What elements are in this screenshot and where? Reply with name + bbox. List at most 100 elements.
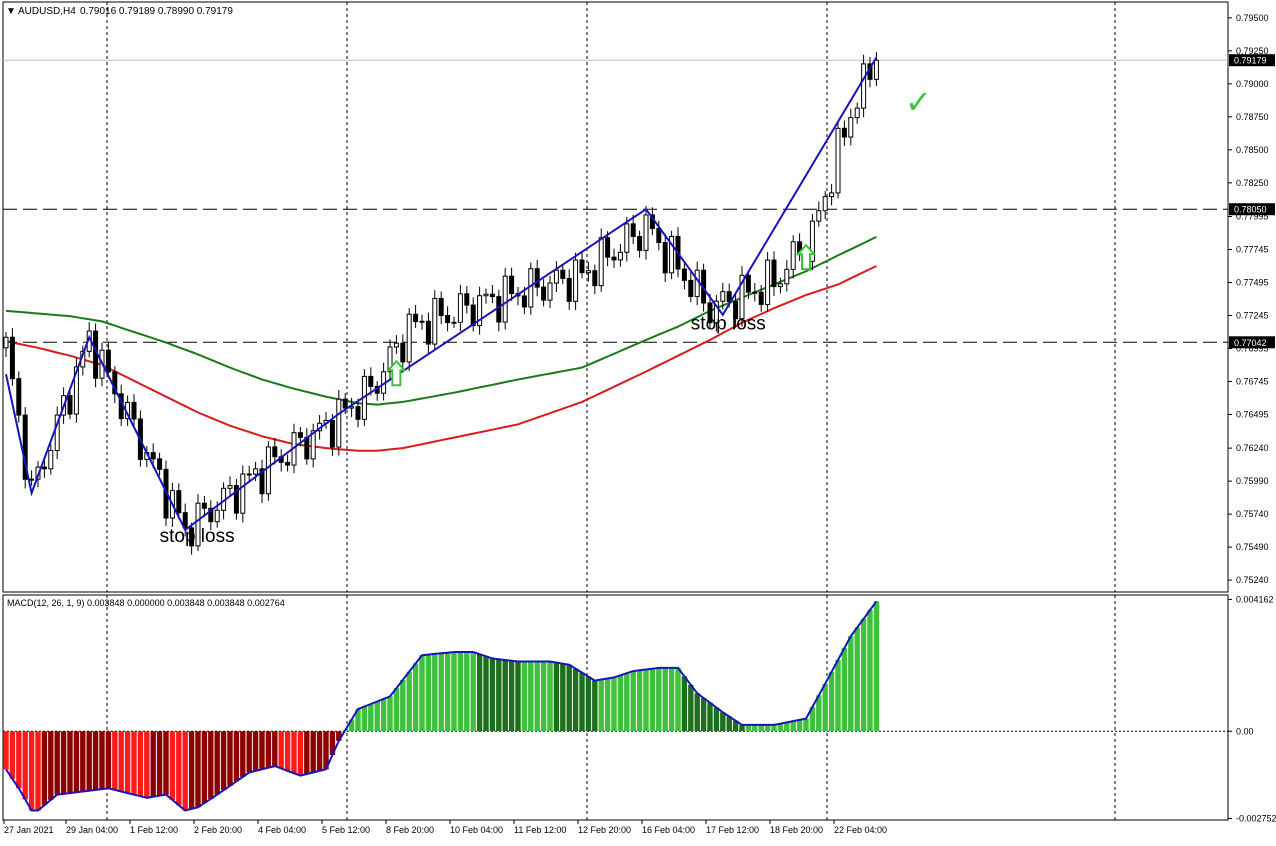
candle-body: [438, 297, 444, 317]
macd-bar: [681, 676, 688, 732]
candle-body: [451, 321, 457, 324]
candle-body: [176, 490, 182, 514]
macd-bar: [112, 731, 118, 790]
candle-body: [329, 419, 335, 448]
candle-body: [253, 468, 259, 475]
candle-body: [131, 401, 137, 420]
time-tick-label: 4 Feb 04:00: [258, 825, 306, 835]
candle-body: [592, 270, 598, 287]
macd-bar: [828, 671, 835, 732]
macd-bar: [240, 731, 246, 777]
macd-bar: [566, 664, 572, 732]
candle-body: [733, 300, 739, 320]
candle-body: [195, 502, 201, 547]
time-tick-label: 18 Feb 20:00: [770, 825, 823, 835]
macd-bar: [131, 731, 137, 795]
candle-body: [598, 237, 604, 287]
macd-bar: [764, 724, 771, 732]
price-tick-label: 0.75740: [1236, 509, 1269, 519]
macd-bar: [720, 712, 726, 732]
candle-body: [777, 283, 783, 288]
price-tick-label: 0.78250: [1236, 178, 1269, 188]
candle-body: [342, 398, 348, 409]
macd-bar: [265, 731, 272, 768]
candle-body: [752, 291, 758, 294]
candle-body: [816, 210, 822, 222]
candle-body: [48, 449, 54, 470]
macd-bar: [713, 707, 720, 732]
candle-body: [214, 509, 220, 523]
macd-bar: [425, 654, 432, 732]
macd-bar: [508, 660, 515, 732]
macd-bar: [220, 731, 227, 791]
candle-body: [240, 473, 246, 514]
price-tick-label: 0.78500: [1236, 145, 1269, 155]
candle-body: [477, 295, 483, 327]
macd-bar: [553, 662, 560, 732]
macd-bar: [841, 648, 848, 732]
candle-body: [688, 279, 694, 297]
time-tick-label: 8 Feb 20:00: [386, 825, 434, 835]
candle-body: [400, 342, 406, 363]
macd-bar: [9, 731, 16, 779]
macd-bar: [502, 659, 508, 732]
candle-body: [681, 268, 687, 281]
time-tick-label: 2 Feb 20:00: [194, 825, 242, 835]
macd-bar: [547, 661, 553, 732]
macd-bar: [368, 704, 374, 732]
level-price-tag: [1229, 203, 1275, 216]
candle-body: [841, 127, 847, 138]
macd-bar: [336, 731, 342, 741]
price-tick-label: 0.76495: [1236, 409, 1269, 419]
candle-body: [22, 414, 28, 480]
macd-bar: [67, 731, 73, 794]
macd-panel-frame: [2, 594, 1229, 821]
macd-bar: [739, 724, 745, 732]
macd-bar: [380, 698, 387, 732]
macd-bar: [745, 724, 752, 732]
macd-bar: [137, 731, 144, 797]
macd-bar: [489, 658, 496, 732]
stop-loss-label: stop loss: [691, 313, 766, 334]
macd-bar: [419, 655, 425, 732]
macd-bar: [272, 731, 278, 767]
candle-body: [861, 63, 867, 109]
header-arrow[interactable]: ▼: [6, 6, 16, 17]
candle-body: [509, 275, 515, 295]
macd-bar: [656, 667, 662, 732]
time-tick-label: 1 Feb 12:00: [130, 825, 178, 835]
macd-bar: [860, 618, 867, 732]
macd-bar: [643, 669, 649, 732]
macd-bar: [457, 652, 464, 732]
candle-body: [784, 268, 790, 285]
candle-body: [739, 274, 745, 320]
candle-body: [720, 291, 726, 302]
candle-body: [553, 269, 559, 284]
price-tick-label: 0.77495: [1236, 277, 1269, 287]
candle-body: [432, 297, 438, 345]
candle-body: [726, 291, 732, 302]
macd-bar: [188, 731, 195, 809]
candle-body: [445, 315, 451, 324]
macd-bar: [822, 683, 828, 732]
macd-bar: [662, 667, 668, 732]
candle-body: [105, 349, 111, 373]
price-tick-label: 0.77745: [1236, 244, 1269, 254]
macd-bar: [476, 654, 483, 732]
candle-body: [464, 293, 470, 306]
macd-bar: [156, 731, 163, 796]
candle-body: [16, 378, 22, 416]
macd-bar: [355, 709, 361, 732]
macd-bar: [515, 661, 521, 732]
candle-body: [669, 235, 675, 274]
time-tick-label: 27 Jan 2021: [4, 825, 54, 835]
current-price-tag: [1229, 54, 1275, 67]
macd-bar: [201, 731, 208, 804]
candle-body: [285, 461, 291, 466]
macd-bar: [700, 697, 707, 732]
macd-bar: [406, 671, 412, 732]
candle-body: [765, 259, 771, 305]
macd-bar: [483, 656, 489, 732]
